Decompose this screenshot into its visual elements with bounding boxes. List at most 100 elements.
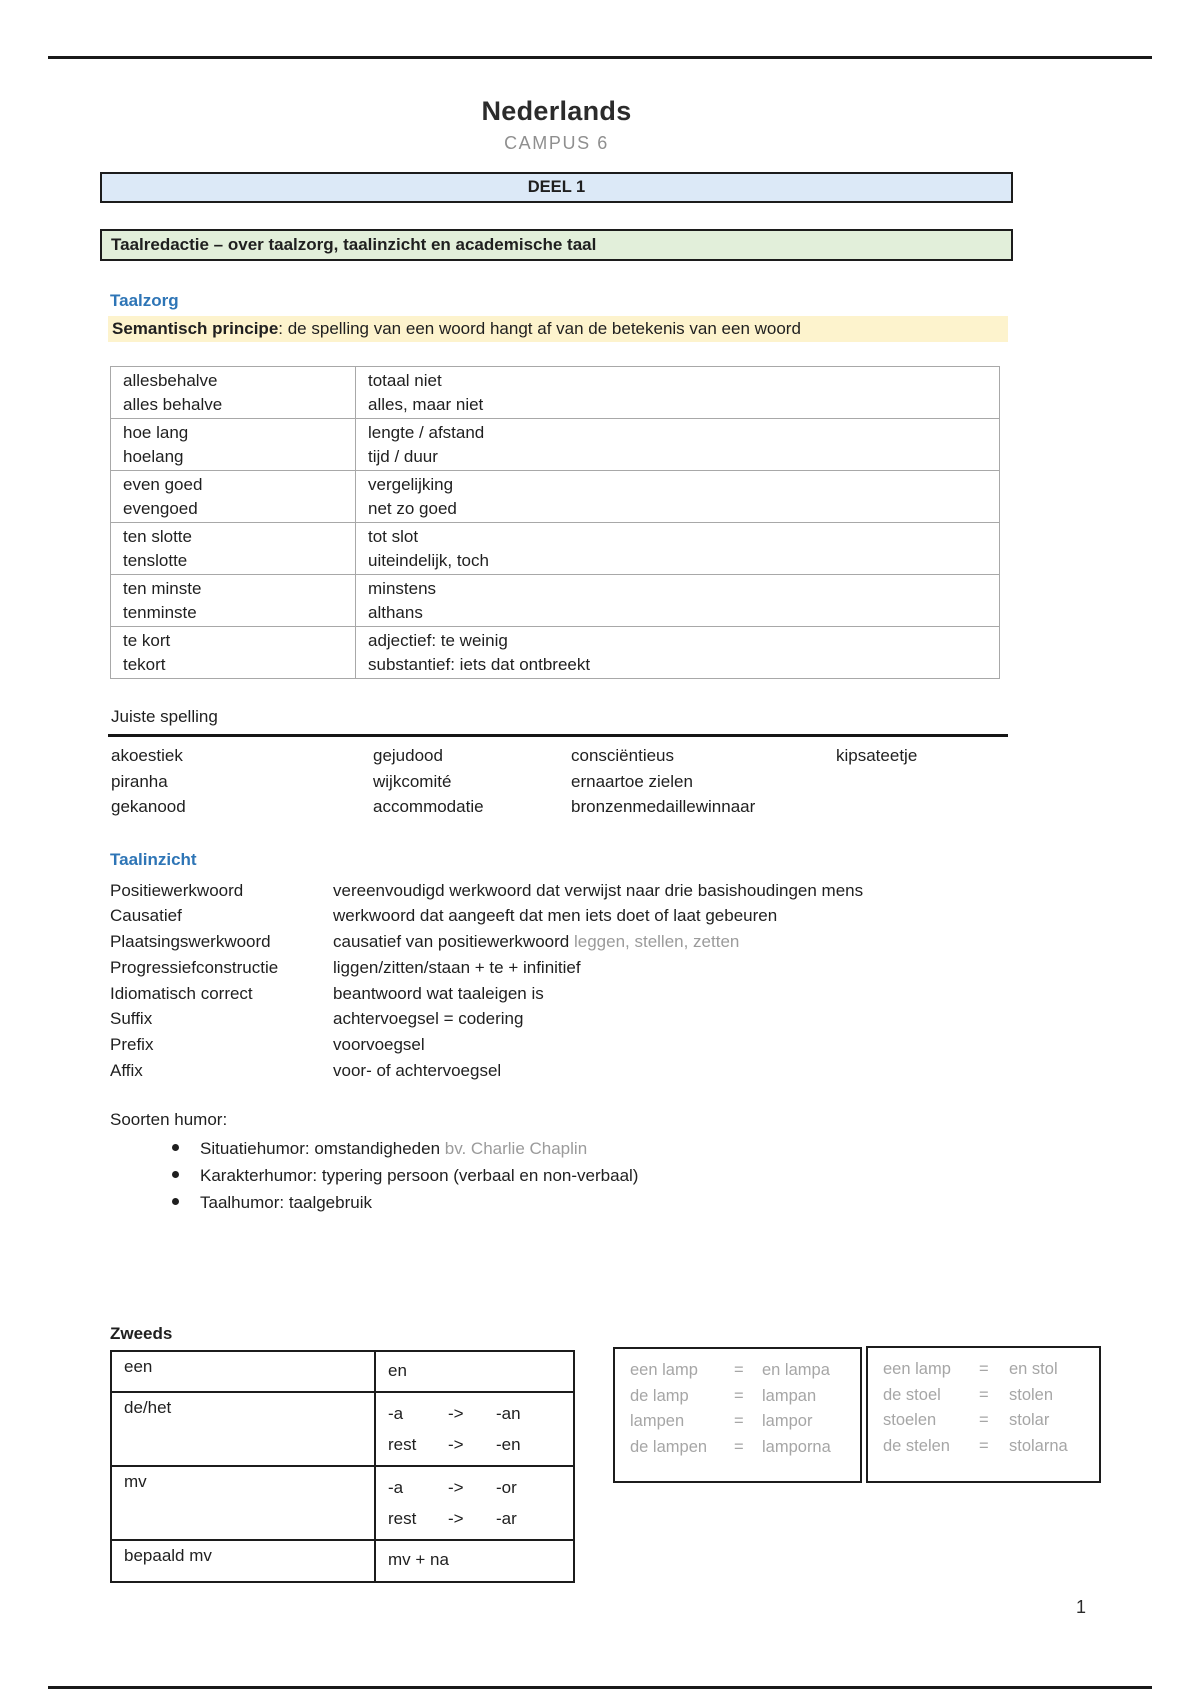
example-row: de stoel = stolen <box>883 1383 1099 1409</box>
top-border-rule <box>48 56 1152 59</box>
bullet-icon <box>172 1143 179 1151</box>
swedish-rule-line: mv + na <box>388 1549 449 1569</box>
swedish-left: een lamp <box>883 1360 951 1378</box>
meaning-line: minstens <box>368 579 437 598</box>
swedish-example-box-lamp: een lamp = en lampa de lamp = lampan lampen = la… <box>613 1347 862 1483</box>
swedish-left: de lampen <box>630 1437 708 1456</box>
meaning-line: substantief: iets dat ontbreekt <box>368 654 591 674</box>
definition-row: Prefix voorvoegsel <box>110 1032 1013 1058</box>
semantic-principle-text: : de spelling van een woord hangt af van… <box>278 319 801 338</box>
equals-sign: = <box>979 1360 989 1378</box>
definition-text: beantwoord wat taaleigen is <box>333 983 544 1003</box>
table-row: te kort tekort adjectief: te weinig substan… <box>110 626 1000 679</box>
equals-sign: = <box>734 1361 744 1379</box>
zweeds-heading: Zweeds <box>110 1323 173 1343</box>
definition-term: Progressiefconstructie <box>110 957 279 977</box>
swedish-right: lampan <box>762 1386 817 1405</box>
definition-row: Plaatsingswerkwoord causatief van positie… <box>110 929 1013 955</box>
taalzorg-heading: Taalzorg <box>110 291 179 310</box>
spelling-row: gekanood accommodatie bronzenmedaillewinna… <box>111 794 1008 820</box>
rule-to: -an <box>496 1403 521 1423</box>
table-row: even goed evengoed vergelijking net zo goed <box>110 470 1000 523</box>
swedish-example-rows-1: een lamp = en lampa de lamp = lampan lampen = la… <box>615 1349 860 1460</box>
example-row: een lamp = en lampa <box>630 1358 860 1384</box>
swedish-left: een lamp <box>630 1361 698 1379</box>
spelling-word: kipsateetje <box>836 746 918 765</box>
example-row: de lamp = lampan <box>630 1384 860 1410</box>
term-line: ten minste <box>123 579 202 598</box>
term-line: evengoed <box>123 498 198 518</box>
swedish-term-cell: mv <box>110 1464 376 1541</box>
term-line: hoelang <box>123 446 184 466</box>
bullet-icon <box>172 1197 179 1205</box>
equals-sign: = <box>734 1437 744 1456</box>
humor-text: Karakterhumor: typering persoon (verbaal… <box>200 1165 639 1185</box>
term-line: alles behalve <box>123 394 223 414</box>
rule-to: -en <box>496 1434 521 1454</box>
humor-text: Situatiehumor: omstandigheden bv. Charli… <box>200 1138 588 1158</box>
term-line: ten slotte <box>123 527 192 546</box>
term-line: tenminste <box>123 602 197 622</box>
example-row: lampen = lampor <box>630 1409 860 1435</box>
taalinzicht-definitions: Positiewerkwoord vereenvoudigd werkwoord … <box>110 878 1013 1084</box>
equals-sign: = <box>734 1386 744 1405</box>
deel-banner: DEEL 1 <box>100 172 1013 203</box>
example-row: de lampen = lamporna <box>630 1435 860 1461</box>
humor-text: Taalhumor: taalgebruik <box>200 1192 372 1212</box>
table-row: mv -a -> -or rest -> -ar <box>110 1464 575 1541</box>
meaning-cell: lengte / afstand tijd / duur <box>355 418 1000 471</box>
swedish-right: lamporna <box>762 1437 831 1456</box>
spelling-word: gekanood <box>111 797 186 816</box>
swedish-term-cell: bepaald mv <box>110 1538 376 1583</box>
page-subtitle: CAMPUS 6 <box>504 133 609 153</box>
definition-row: Progressiefconstructie liggen/zitten/staa… <box>110 955 1013 981</box>
swedish-rule-line: en <box>388 1360 407 1380</box>
spelling-word <box>836 794 1008 820</box>
term-line: allesbehalve <box>123 371 218 390</box>
page-content: Nederlands CAMPUS 6 DEEL 1 Taalredactie … <box>100 0 1013 1583</box>
equals-sign: = <box>979 1385 989 1404</box>
rule-from: -a <box>388 1403 404 1423</box>
rule-from: rest <box>388 1434 417 1454</box>
swedish-right: stolen <box>1009 1385 1054 1404</box>
term-cell: allesbehalve alles behalve <box>110 366 356 419</box>
arrow-icon: -> <box>448 1477 464 1497</box>
swedish-right: stolar <box>1009 1411 1050 1429</box>
section-banner: Taalredactie – over taalzorg, taalinzich… <box>100 229 1013 261</box>
rule-from: rest <box>388 1508 417 1528</box>
rule-to: -or <box>496 1477 517 1497</box>
definition-row: Positiewerkwoord vereenvoudigd werkwoord … <box>110 878 1013 904</box>
swedish-rule-line: rest -> -en <box>388 1429 561 1460</box>
list-item: Situatiehumor: omstandigheden bv. Charli… <box>100 1135 1013 1162</box>
meaning-cell: totaal niet alles, maar niet <box>355 366 1000 419</box>
swedish-rule-line: -a -> -or <box>388 1472 561 1503</box>
swedish-left: lampen <box>630 1412 685 1430</box>
spelling-row: piranha wijkcomité ernaartoe zielen <box>111 769 1008 795</box>
swedish-right: lampor <box>762 1412 813 1430</box>
table-row: hoe lang hoelang lengte / afstand tijd / du… <box>110 418 1000 471</box>
term-cell: even goed evengoed <box>110 470 356 523</box>
spelling-word: ernaartoe zielen <box>571 771 693 791</box>
taalinzicht-heading: Taalinzicht <box>110 849 197 869</box>
meaning-cell: minstens althans <box>355 574 1000 627</box>
definition-note: leggen, stellen, zetten <box>573 932 740 952</box>
meaning-line: tot slot <box>368 527 419 546</box>
definition-text: causatief van positiewerkwoord leggen, s… <box>333 932 740 952</box>
term-cell: ten minste tenminste <box>110 574 356 627</box>
definition-row: Suffix achtervoegsel = codering <box>110 1006 1013 1032</box>
zweeds-table: een en de/het -a -> -an rest -> -en mv -a -> -or rest… <box>110 1349 575 1583</box>
rule-to: -ar <box>496 1508 517 1528</box>
definition-text: liggen/zitten/staan + te + infinitief <box>333 957 581 977</box>
meaning-line: lengte / afstand <box>368 423 485 442</box>
meaning-cell: vergelijking net zo goed <box>355 470 1000 523</box>
meaning-line: adjectief: te weinig <box>368 631 508 650</box>
spelling-word: bronzenmedaillewinnaar <box>571 797 756 816</box>
term-line: even goed <box>123 475 203 494</box>
table-row: een en <box>110 1349 575 1393</box>
arrow-icon: -> <box>448 1403 464 1423</box>
arrow-icon: -> <box>448 1508 464 1528</box>
definition-term: Plaatsingswerkwoord <box>110 932 271 952</box>
humor-note: bv. Charlie Chaplin <box>444 1138 588 1158</box>
definition-term: Suffix <box>110 1009 153 1029</box>
